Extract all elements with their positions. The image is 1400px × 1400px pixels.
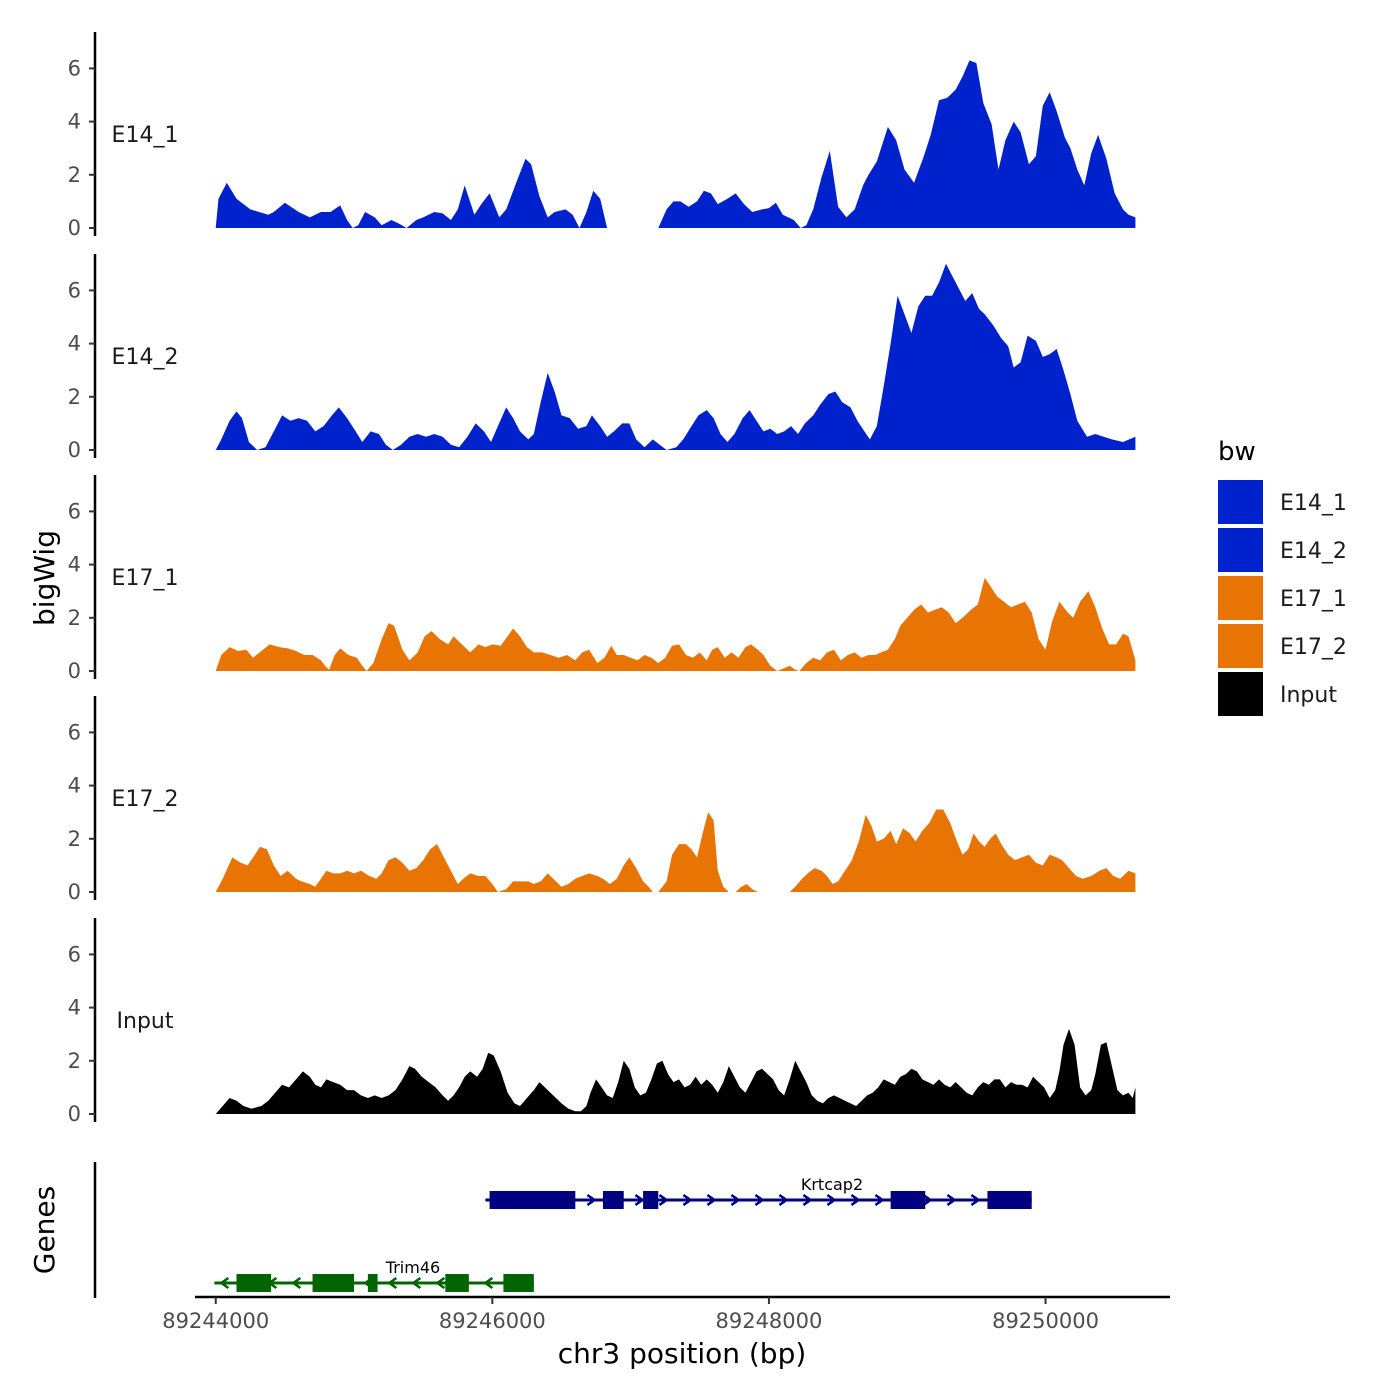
coverage-area-E14_2 — [215, 263, 1136, 450]
strand-arrow — [754, 1193, 765, 1207]
y-tick-label: 0 — [68, 1102, 81, 1126]
gene-exon — [890, 1191, 926, 1209]
gene-exon — [445, 1274, 469, 1292]
y-tick-label: 0 — [68, 216, 81, 240]
strand-arrow — [730, 1193, 741, 1207]
gene-label: Trim46 — [385, 1258, 440, 1277]
legend-swatch — [1218, 480, 1263, 524]
track-label: E17_1 — [112, 566, 179, 591]
gene-exon — [367, 1274, 378, 1292]
gene-exon — [236, 1274, 272, 1292]
x-tick-label: 89250000 — [992, 1309, 1099, 1333]
y-tick-label: 0 — [68, 659, 81, 683]
strand-arrow — [387, 1276, 398, 1290]
x-tick-label: 89244000 — [162, 1309, 269, 1333]
strand-arrow — [970, 1193, 981, 1207]
strand-arrow — [874, 1193, 885, 1207]
y-tick-label: 6 — [68, 499, 81, 523]
strand-arrow — [826, 1193, 837, 1207]
legend-label: E17_1 — [1280, 587, 1347, 612]
strand-arrow — [850, 1193, 861, 1207]
legend-label: E17_2 — [1280, 635, 1347, 660]
x-axis: 89244000 89246000 89248000 89250000 — [162, 1295, 1170, 1333]
strand-arrow — [634, 1193, 645, 1207]
track-Input: 0 2 4 6 Input — [68, 918, 1136, 1126]
legend-swatch — [1218, 528, 1263, 572]
strand-arrow — [946, 1193, 957, 1207]
genes-axis-title: Genes — [28, 1186, 61, 1274]
y-tick-label: 0 — [68, 880, 81, 904]
coverage-area-E14_1 — [215, 60, 1136, 229]
y-tick-label: 4 — [68, 774, 81, 798]
tracks-layer: 0 2 4 6 E14_1 0 2 4 6 E14_2 0 2 4 6 E17_1 0 2 4 6 E17_2 0 2 4 6… — [68, 32, 1136, 1126]
y-tick-label: 0 — [68, 438, 81, 462]
legend-label: E14_2 — [1280, 539, 1347, 564]
legend-swatch — [1218, 576, 1263, 620]
y-tick-label: 4 — [68, 553, 81, 577]
y-tick-label: 6 — [68, 942, 81, 966]
y-tick-label: 6 — [68, 720, 81, 744]
y-tick-label: 2 — [68, 606, 81, 630]
y-tick-label: 2 — [68, 827, 81, 851]
strand-arrow — [219, 1276, 230, 1290]
gene-Krtcap2: Krtcap2 — [485, 1175, 1032, 1209]
legend-label: E14_1 — [1280, 491, 1347, 516]
strand-arrow — [682, 1193, 693, 1207]
legend: bw E14_1 E14_2 E17_1 E17_2 Input — [1218, 437, 1347, 716]
x-axis-title: chr3 position (bp) — [558, 1337, 807, 1370]
strand-arrow — [483, 1276, 494, 1290]
gene-label: Krtcap2 — [801, 1175, 863, 1194]
strand-arrow — [435, 1276, 446, 1290]
track-label: Input — [117, 1009, 174, 1034]
x-tick-label: 89246000 — [439, 1309, 546, 1333]
track-E17_1: 0 2 4 6 E17_1 — [68, 475, 1136, 683]
gene-exon — [503, 1274, 534, 1292]
gene-exon — [987, 1191, 1032, 1209]
genes-layer: Krtcap2 Trim46 — [93, 1162, 1032, 1298]
strand-arrow — [922, 1193, 933, 1207]
gene-exon — [312, 1274, 355, 1292]
gene-Trim46: Trim46 — [214, 1258, 534, 1292]
y-tick-label: 4 — [68, 110, 81, 134]
coverage-area-E17_2 — [215, 809, 1136, 892]
track-E14_1: 0 2 4 6 E14_1 — [68, 32, 1136, 240]
track-E14_2: 0 2 4 6 E14_2 — [68, 254, 1136, 462]
legend-label: Input — [1280, 683, 1337, 708]
coverage-area-E17_1 — [215, 577, 1136, 671]
strand-arrow — [411, 1276, 422, 1290]
gene-exon — [602, 1191, 624, 1209]
legend-swatch — [1218, 624, 1263, 668]
track-label: E17_2 — [112, 787, 179, 812]
strand-arrow — [802, 1193, 813, 1207]
y-tick-label: 6 — [68, 278, 81, 302]
y-tick-label: 2 — [68, 163, 81, 187]
legend-title: bw — [1218, 437, 1256, 467]
y-tick-label: 4 — [68, 332, 81, 356]
y-tick-label: 4 — [68, 996, 81, 1020]
strand-arrow — [291, 1276, 302, 1290]
legend-swatch — [1218, 672, 1263, 716]
x-tick-label: 89248000 — [715, 1309, 822, 1333]
coverage-area-Input — [215, 1028, 1136, 1114]
strand-arrow — [586, 1193, 597, 1207]
strand-arrow — [658, 1193, 669, 1207]
track-label: E14_2 — [112, 345, 179, 370]
y-tick-label: 6 — [68, 56, 81, 80]
y-tick-label: 2 — [68, 385, 81, 409]
strand-arrow — [706, 1193, 717, 1207]
track-label: E14_1 — [112, 123, 179, 148]
gene-exon — [643, 1191, 659, 1209]
y-tick-label: 2 — [68, 1049, 81, 1073]
strand-arrow — [778, 1193, 789, 1207]
y-axis-title: bigWig — [28, 530, 61, 626]
gene-exon — [489, 1191, 576, 1209]
track-E17_2: 0 2 4 6 E17_2 — [68, 696, 1136, 904]
